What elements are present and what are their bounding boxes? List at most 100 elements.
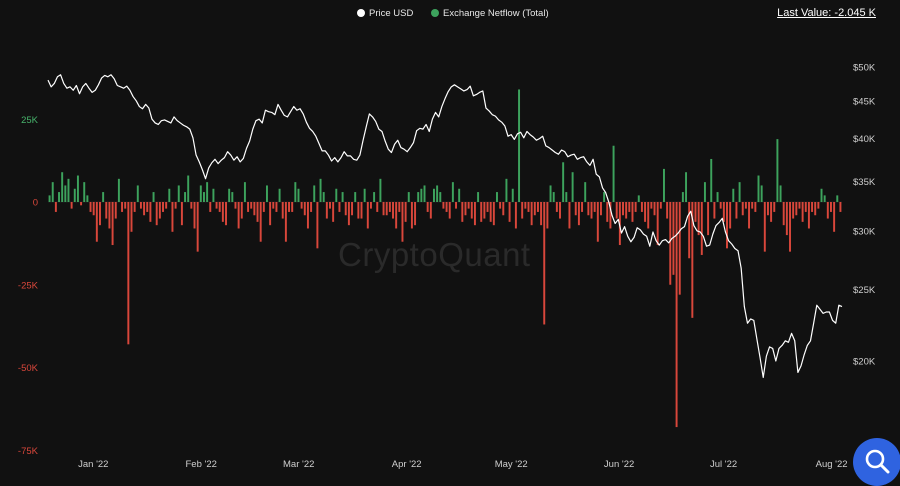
netflow-bar xyxy=(455,202,457,209)
netflow-bar xyxy=(291,202,294,212)
netflow-bar xyxy=(647,202,650,229)
legend-item-netflow[interactable]: Exchange Netflow (Total) xyxy=(431,8,549,19)
left-axis-ticks: 25K 0 -25K -50K -75K xyxy=(18,115,39,457)
netflow-bar xyxy=(61,172,64,202)
netflow-bar xyxy=(817,202,820,209)
netflow-bar xyxy=(338,202,341,212)
netflow-bar xyxy=(407,192,410,202)
netflow-bar xyxy=(782,202,785,226)
netflow-bar xyxy=(360,202,363,219)
netflow-bar xyxy=(486,202,489,212)
netflow-bar xyxy=(388,202,391,212)
x-tick-label: Aug '22 xyxy=(816,459,848,470)
netflow-bar xyxy=(215,202,218,209)
netflow-bar xyxy=(95,202,98,242)
netflow-bar xyxy=(565,192,568,202)
legend: Price USD Exchange Netflow (Total) xyxy=(0,8,900,24)
netflow-bar xyxy=(713,202,716,219)
netflow-bar xyxy=(344,202,347,216)
netflow-bar xyxy=(741,202,744,216)
netflow-bar xyxy=(139,202,142,209)
netflow-bar xyxy=(398,202,401,212)
netflow-bar xyxy=(105,202,108,219)
netflow-bar xyxy=(278,188,281,202)
netflow-bar xyxy=(347,202,350,226)
netflow-bar xyxy=(404,202,407,222)
netflow-bar xyxy=(574,202,577,216)
netflow-bar xyxy=(681,192,684,202)
netflow-bar xyxy=(300,202,303,209)
netflow-bar xyxy=(599,202,602,216)
right-tick-label: $50K xyxy=(853,63,876,74)
netflow-bar xyxy=(823,195,826,202)
netflow-bar xyxy=(127,202,130,345)
netflow-bar xyxy=(839,202,842,212)
netflow-bar xyxy=(571,172,574,202)
left-tick-label: -25K xyxy=(18,280,39,291)
netflow-bar xyxy=(297,188,300,202)
last-value-link[interactable]: Last Value: -2.045 K xyxy=(777,7,876,19)
netflow-bar xyxy=(722,202,725,222)
netflow-bar xyxy=(549,185,552,202)
x-tick-label: May '22 xyxy=(495,459,528,470)
netflow-bar xyxy=(423,185,426,202)
legend-label-price: Price USD xyxy=(369,8,414,19)
netflow-bar xyxy=(543,202,546,325)
netflow-bar xyxy=(461,202,464,222)
netflow-bar xyxy=(414,202,417,226)
netflow-bar xyxy=(99,202,101,226)
netflow-bar xyxy=(306,202,309,229)
netflow-bar xyxy=(748,202,751,229)
netflow-bar xyxy=(612,145,615,202)
netflow-bar xyxy=(187,175,190,202)
netflow-bar xyxy=(505,178,508,202)
netflow-bar xyxy=(209,202,212,212)
netflow-bar xyxy=(332,202,335,222)
netflow-bar xyxy=(653,202,656,216)
netflow-bar xyxy=(121,202,124,212)
netflow-bar xyxy=(445,202,448,212)
netflow-bar xyxy=(83,182,86,202)
netflow-bar xyxy=(184,192,187,202)
netflow-bar xyxy=(773,202,776,212)
netflow-bar xyxy=(70,202,73,209)
netflow-bar xyxy=(678,202,681,295)
legend-item-price[interactable]: Price USD xyxy=(357,8,413,19)
netflow-bar xyxy=(410,202,413,229)
netflow-bar xyxy=(448,202,451,219)
netflow-bar xyxy=(442,202,445,209)
netflow-bar xyxy=(659,202,662,209)
netflow-bar xyxy=(155,202,158,226)
netflow-bar xyxy=(644,202,647,222)
netflow-bar xyxy=(735,202,738,219)
netflow-bar xyxy=(266,185,268,202)
netflow-bar xyxy=(436,185,439,202)
netflow-bar xyxy=(502,202,505,216)
netflow-bar xyxy=(511,188,514,202)
netflow-bar xyxy=(247,202,250,212)
netflow-bar xyxy=(833,202,836,232)
netflow-bar xyxy=(351,202,354,216)
netflow-bar xyxy=(738,182,741,202)
netflow-bar xyxy=(798,202,801,209)
netflow-bar xyxy=(521,202,524,219)
netflow-bar xyxy=(496,192,498,202)
netflow-bar xyxy=(568,202,571,229)
netflow-bar xyxy=(206,182,209,202)
x-tick-label: Mar '22 xyxy=(283,459,314,470)
netflow-bar xyxy=(729,202,732,229)
netflow-bar xyxy=(196,202,199,252)
netflow-bar xyxy=(108,202,111,229)
netflow-bar xyxy=(656,202,659,246)
netflow-bar xyxy=(325,202,328,219)
netflow-bar xyxy=(269,202,272,226)
netflow-bar xyxy=(807,202,810,229)
netflow-bar xyxy=(530,202,533,226)
netflow-bar xyxy=(518,89,521,202)
netflow-bar xyxy=(420,188,423,202)
netflow-bar xyxy=(685,172,688,202)
legend-label-netflow: Exchange Netflow (Total) xyxy=(443,8,549,19)
netflow-bar xyxy=(792,202,795,219)
search-button[interactable] xyxy=(853,438,900,486)
netflow-bar xyxy=(492,202,495,226)
